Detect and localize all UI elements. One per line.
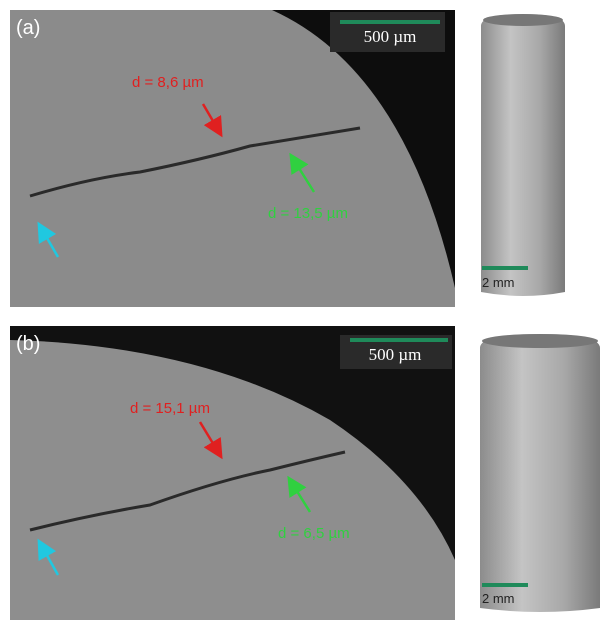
panel-a: 500 µm (a) d = 8,6 µm d = 13,5 µm 2 mm xyxy=(10,10,565,307)
panel-b: 500 µm (b) d = 15,1 µm d = 6,5 µm 2 mm xyxy=(10,326,600,620)
panel-label: (b) xyxy=(16,333,40,355)
model-scale-label: 2 mm xyxy=(482,591,515,606)
sample-3d xyxy=(481,14,565,296)
annotation: d = 13,5 µm xyxy=(268,205,348,222)
annotation: d = 8,6 µm xyxy=(132,74,204,91)
figure: 500 µm (a) d = 8,6 µm d = 13,5 µm 2 mm 5… xyxy=(0,0,606,620)
sample-3d xyxy=(480,334,600,612)
annotation: d = 15,1 µm xyxy=(130,400,210,417)
sample-top xyxy=(482,334,598,348)
annotation: d = 6,5 µm xyxy=(278,525,350,542)
scale-label: 500 µm xyxy=(369,345,422,364)
panel-label: (a) xyxy=(16,17,40,39)
sample-top xyxy=(483,14,563,26)
scale-label: 500 µm xyxy=(364,27,417,46)
model-scale-label: 2 mm xyxy=(482,275,515,290)
